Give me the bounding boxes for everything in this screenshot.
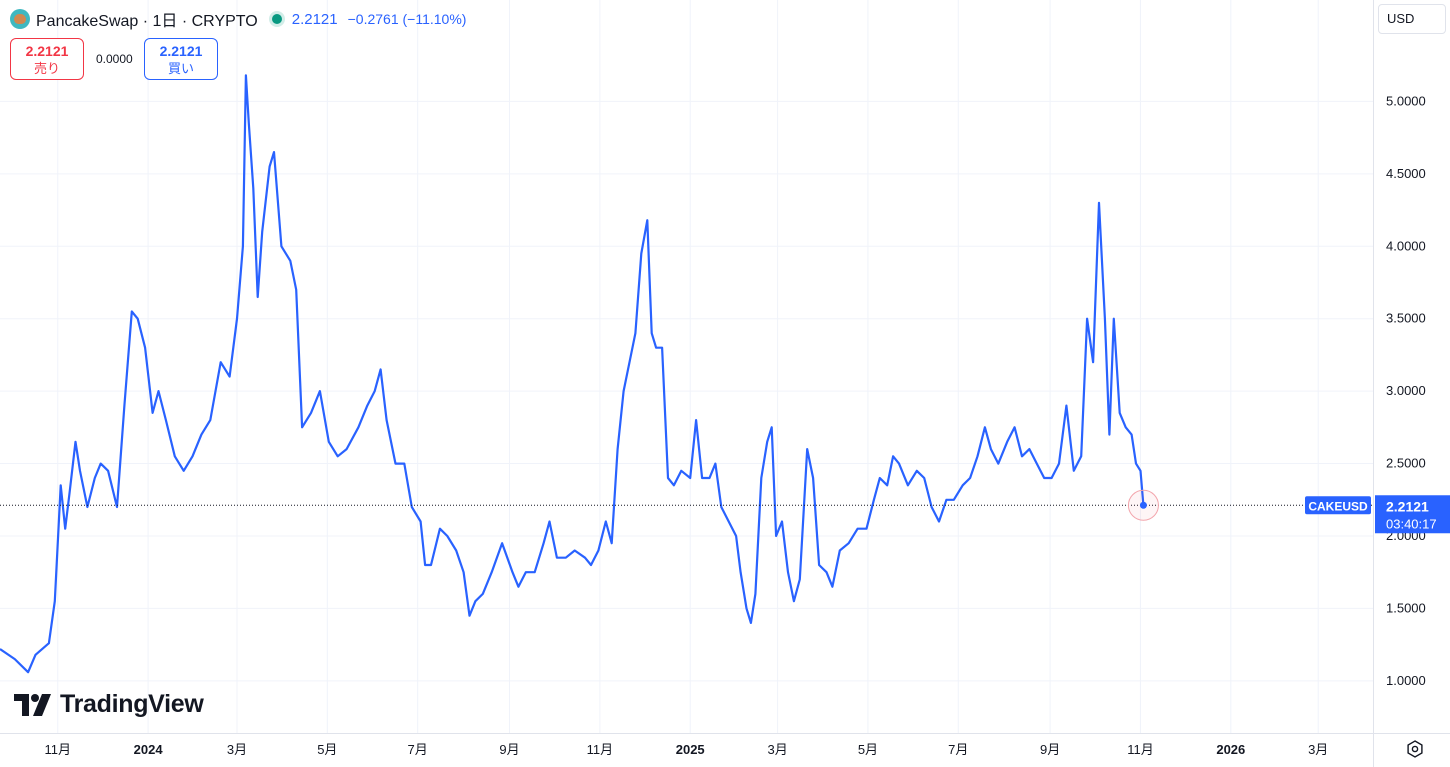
settings-gear-icon[interactable]	[1405, 739, 1425, 759]
buy-button[interactable]: 2.2121 買い	[144, 38, 218, 80]
x-tick-label: 7月	[408, 742, 428, 757]
last-price-axis-label-bg	[1375, 495, 1450, 534]
symbol-header: PancakeSwap · 1日 · CRYPTO 2.2121 −0.2761…	[10, 8, 466, 30]
pancakeswap-bunny-icon	[10, 9, 30, 29]
sell-price: 2.2121	[25, 43, 69, 59]
bar-countdown: 03:40:17	[1386, 516, 1437, 531]
x-tick-label: 2026	[1216, 742, 1245, 757]
x-tick-label: 3月	[227, 742, 247, 757]
spread-value: 0.0000	[96, 52, 133, 66]
x-tick-label: 2024	[134, 742, 164, 757]
y-tick-label: 2.5000	[1386, 456, 1426, 471]
symbol-axis-label-bg	[1305, 496, 1371, 515]
y-tick-label: 3.0000	[1386, 383, 1426, 398]
price-line-cakeusd	[0, 74, 1145, 674]
sell-label: 売り	[33, 61, 60, 76]
x-tick-label: 2025	[676, 742, 705, 757]
x-tick-label: 11月	[45, 742, 72, 757]
last-price: 2.2121	[291, 10, 338, 28]
x-tick-label: 11月	[1127, 742, 1154, 757]
tradingview-logo-icon	[14, 693, 51, 716]
y-tick-label: 5.0000	[1386, 93, 1426, 108]
y-tick-label: 1.5000	[1386, 600, 1426, 615]
x-tick-label: 3月	[1308, 742, 1328, 757]
buy-price: 2.2121	[159, 43, 203, 59]
y-tick-label: 4.5000	[1386, 166, 1426, 181]
price-change: −0.2761 (−11.10%)	[347, 11, 467, 27]
market-status-icon	[271, 14, 282, 24]
currency-select[interactable]: USD	[1378, 4, 1446, 34]
x-tick-label: 5月	[317, 742, 337, 757]
x-tick-label: 7月	[948, 742, 968, 757]
x-tick-label: 3月	[767, 742, 787, 757]
symbol-title[interactable]: PancakeSwap · 1日 · CRYPTO	[36, 13, 258, 30]
y-tick-label: 1.0000	[1386, 673, 1426, 688]
y-tick-label: 4.0000	[1386, 238, 1426, 253]
last-price-axis-label: 2.2121	[1386, 498, 1429, 514]
symbol-axis-label: CAKEUSD	[1308, 499, 1368, 513]
x-tick-label: 5月	[858, 742, 878, 757]
y-tick-label: 3.5000	[1386, 311, 1426, 326]
buy-label: 買い	[167, 61, 194, 76]
x-tick-label: 11月	[587, 742, 614, 757]
sell-button[interactable]: 2.2121 売り	[10, 38, 84, 80]
watermark-text: TradingView	[60, 690, 204, 718]
tradingview-watermark: TradingView	[14, 690, 204, 719]
x-tick-label: 9月	[1040, 742, 1060, 757]
x-tick-label: 9月	[499, 742, 519, 757]
last-point-marker	[1139, 501, 1147, 509]
